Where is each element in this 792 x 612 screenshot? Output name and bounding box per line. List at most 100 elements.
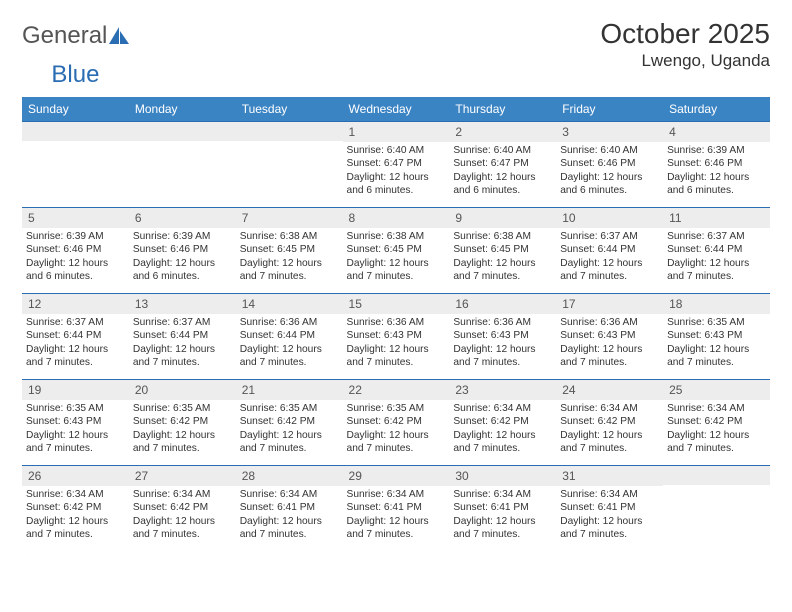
sunset-text: Sunset: 6:44 PM <box>667 243 766 256</box>
daylight-text: Daylight: 12 hours and 7 minutes. <box>453 343 552 370</box>
daylight-text: Daylight: 12 hours and 7 minutes. <box>240 343 339 370</box>
sunset-text: Sunset: 6:42 PM <box>133 415 232 428</box>
sunset-text: Sunset: 6:43 PM <box>347 329 446 342</box>
day-number: 17 <box>556 294 663 314</box>
weekday-header: Sunday <box>22 97 129 122</box>
day-content: Sunrise: 6:40 AMSunset: 6:46 PMDaylight:… <box>556 142 663 200</box>
day-content: Sunrise: 6:35 AMSunset: 6:43 PMDaylight:… <box>663 314 770 372</box>
calendar-cell: 11Sunrise: 6:37 AMSunset: 6:44 PMDayligh… <box>663 208 770 294</box>
daylight-text: Daylight: 12 hours and 7 minutes. <box>26 343 125 370</box>
daylight-text: Daylight: 12 hours and 6 minutes. <box>26 257 125 284</box>
calendar-cell: 26Sunrise: 6:34 AMSunset: 6:42 PMDayligh… <box>22 466 129 552</box>
sunset-text: Sunset: 6:47 PM <box>347 157 446 170</box>
day-number <box>236 122 343 141</box>
calendar-cell: 21Sunrise: 6:35 AMSunset: 6:42 PMDayligh… <box>236 380 343 466</box>
daylight-text: Daylight: 12 hours and 7 minutes. <box>347 515 446 542</box>
sunrise-text: Sunrise: 6:34 AM <box>560 402 659 415</box>
calendar-cell: 13Sunrise: 6:37 AMSunset: 6:44 PMDayligh… <box>129 294 236 380</box>
sunrise-text: Sunrise: 6:34 AM <box>133 488 232 501</box>
sail-icon <box>109 27 131 45</box>
calendar-cell <box>22 122 129 208</box>
brand-part2: Blue <box>51 61 99 89</box>
sunset-text: Sunset: 6:42 PM <box>453 415 552 428</box>
day-number <box>22 122 129 141</box>
sunset-text: Sunset: 6:46 PM <box>133 243 232 256</box>
day-content: Sunrise: 6:37 AMSunset: 6:44 PMDaylight:… <box>663 228 770 286</box>
day-content: Sunrise: 6:34 AMSunset: 6:42 PMDaylight:… <box>663 400 770 458</box>
day-number: 27 <box>129 466 236 486</box>
sunrise-text: Sunrise: 6:35 AM <box>667 316 766 329</box>
daylight-text: Daylight: 12 hours and 7 minutes. <box>347 429 446 456</box>
day-number: 19 <box>22 380 129 400</box>
calendar-cell: 7Sunrise: 6:38 AMSunset: 6:45 PMDaylight… <box>236 208 343 294</box>
calendar-row: 5Sunrise: 6:39 AMSunset: 6:46 PMDaylight… <box>22 208 770 294</box>
sunset-text: Sunset: 6:46 PM <box>26 243 125 256</box>
sunset-text: Sunset: 6:42 PM <box>560 415 659 428</box>
sunset-text: Sunset: 6:42 PM <box>240 415 339 428</box>
day-number: 5 <box>22 208 129 228</box>
month-title: October 2025 <box>600 18 770 50</box>
sunset-text: Sunset: 6:43 PM <box>560 329 659 342</box>
daylight-text: Daylight: 12 hours and 7 minutes. <box>453 429 552 456</box>
day-number: 30 <box>449 466 556 486</box>
daylight-text: Daylight: 12 hours and 7 minutes. <box>133 429 232 456</box>
day-content: Sunrise: 6:34 AMSunset: 6:42 PMDaylight:… <box>556 400 663 458</box>
calendar-cell: 24Sunrise: 6:34 AMSunset: 6:42 PMDayligh… <box>556 380 663 466</box>
calendar-cell: 22Sunrise: 6:35 AMSunset: 6:42 PMDayligh… <box>343 380 450 466</box>
day-content: Sunrise: 6:38 AMSunset: 6:45 PMDaylight:… <box>343 228 450 286</box>
day-number: 29 <box>343 466 450 486</box>
sunrise-text: Sunrise: 6:34 AM <box>453 488 552 501</box>
day-number: 31 <box>556 466 663 486</box>
day-number: 2 <box>449 122 556 142</box>
sunset-text: Sunset: 6:41 PM <box>453 501 552 514</box>
calendar-row: 19 Sunrise: 6:35 AMSunset: 6:43 PM Dayligh… <box>22 380 770 466</box>
calendar-cell: 27Sunrise: 6:34 AMSunset: 6:42 PMDayligh… <box>129 466 236 552</box>
calendar-cell: 20Sunrise: 6:35 AMSunset: 6:42 PMDayligh… <box>129 380 236 466</box>
daylight-text: Daylight: 12 hours and 6 minutes. <box>133 257 232 284</box>
calendar-cell: 25Sunrise: 6:34 AMSunset: 6:42 PMDayligh… <box>663 380 770 466</box>
calendar-row: 1Sunrise: 6:40 AMSunset: 6:47 PMDaylight… <box>22 122 770 208</box>
day-number: 11 <box>663 208 770 228</box>
daylight-text: Daylight: 12 hours and 7 minutes. <box>240 429 339 456</box>
calendar-cell: 8Sunrise: 6:38 AMSunset: 6:45 PMDaylight… <box>343 208 450 294</box>
day-number: 6 <box>129 208 236 228</box>
sunset-text: Sunset: 6:44 PM <box>26 329 125 342</box>
daylight-text: Daylight: 12 hours and 7 minutes. <box>560 515 659 542</box>
sunset-text: Sunset: 6:44 PM <box>240 329 339 342</box>
day-number: 1 <box>343 122 450 142</box>
day-number: 10 <box>556 208 663 228</box>
daylight-text: Daylight: 12 hours and 7 minutes. <box>453 515 552 542</box>
sunrise-text: Sunrise: 6:39 AM <box>26 230 125 243</box>
day-content: Sunrise: 6:38 AMSunset: 6:45 PMDaylight:… <box>449 228 556 286</box>
sunrise-text: Sunrise: 6:36 AM <box>453 316 552 329</box>
sunset-text: Sunset: 6:43 PM <box>453 329 552 342</box>
sunset-text: Sunset: 6:45 PM <box>347 243 446 256</box>
calendar-head: SundayMondayTuesdayWednesdayThursdayFrid… <box>22 97 770 122</box>
daylight-text: Daylight: 12 hours and 6 minutes. <box>560 171 659 198</box>
calendar-cell: 19Sunrise: 6:35 AMSunset: 6:43 PMDayligh… <box>22 380 129 466</box>
daylight-text: Daylight: 12 hours and 6 minutes. <box>667 171 766 198</box>
sunrise-text: Sunrise: 6:37 AM <box>26 316 125 329</box>
sunset-text: Sunset: 6:46 PM <box>560 157 659 170</box>
day-content: Sunrise: 6:37 AMSunset: 6:44 PMDaylight:… <box>129 314 236 372</box>
day-number: 7 <box>236 208 343 228</box>
sunset-text: Sunset: 6:42 PM <box>667 415 766 428</box>
location-label: Lwengo, Uganda <box>600 51 770 71</box>
weekday-header: Thursday <box>449 97 556 122</box>
sunset-text: Sunset: 6:43 PM <box>26 415 125 428</box>
day-content: Sunrise: 6:36 AMSunset: 6:43 PMDaylight:… <box>449 314 556 372</box>
day-content: Sunrise: 6:34 AMSunset: 6:41 PMDaylight:… <box>343 486 450 544</box>
calendar-row: 26Sunrise: 6:34 AMSunset: 6:42 PMDayligh… <box>22 466 770 552</box>
day-number: 28 <box>236 466 343 486</box>
sunrise-text: Sunrise: 6:34 AM <box>240 488 339 501</box>
daylight-text: Daylight: 12 hours and 7 minutes. <box>453 257 552 284</box>
sunrise-text: Sunrise: 6:35 AM <box>26 402 125 415</box>
calendar-cell: 2Sunrise: 6:40 AMSunset: 6:47 PMDaylight… <box>449 122 556 208</box>
calendar-cell: 10Sunrise: 6:37 AMSunset: 6:44 PMDayligh… <box>556 208 663 294</box>
day-content: Sunrise: 6:36 AMSunset: 6:43 PMDaylight:… <box>343 314 450 372</box>
calendar-cell <box>129 122 236 208</box>
day-number: 20 <box>129 380 236 400</box>
day-number: 12 <box>22 294 129 314</box>
daylight-text: Daylight: 12 hours and 7 minutes. <box>667 257 766 284</box>
day-number: 18 <box>663 294 770 314</box>
